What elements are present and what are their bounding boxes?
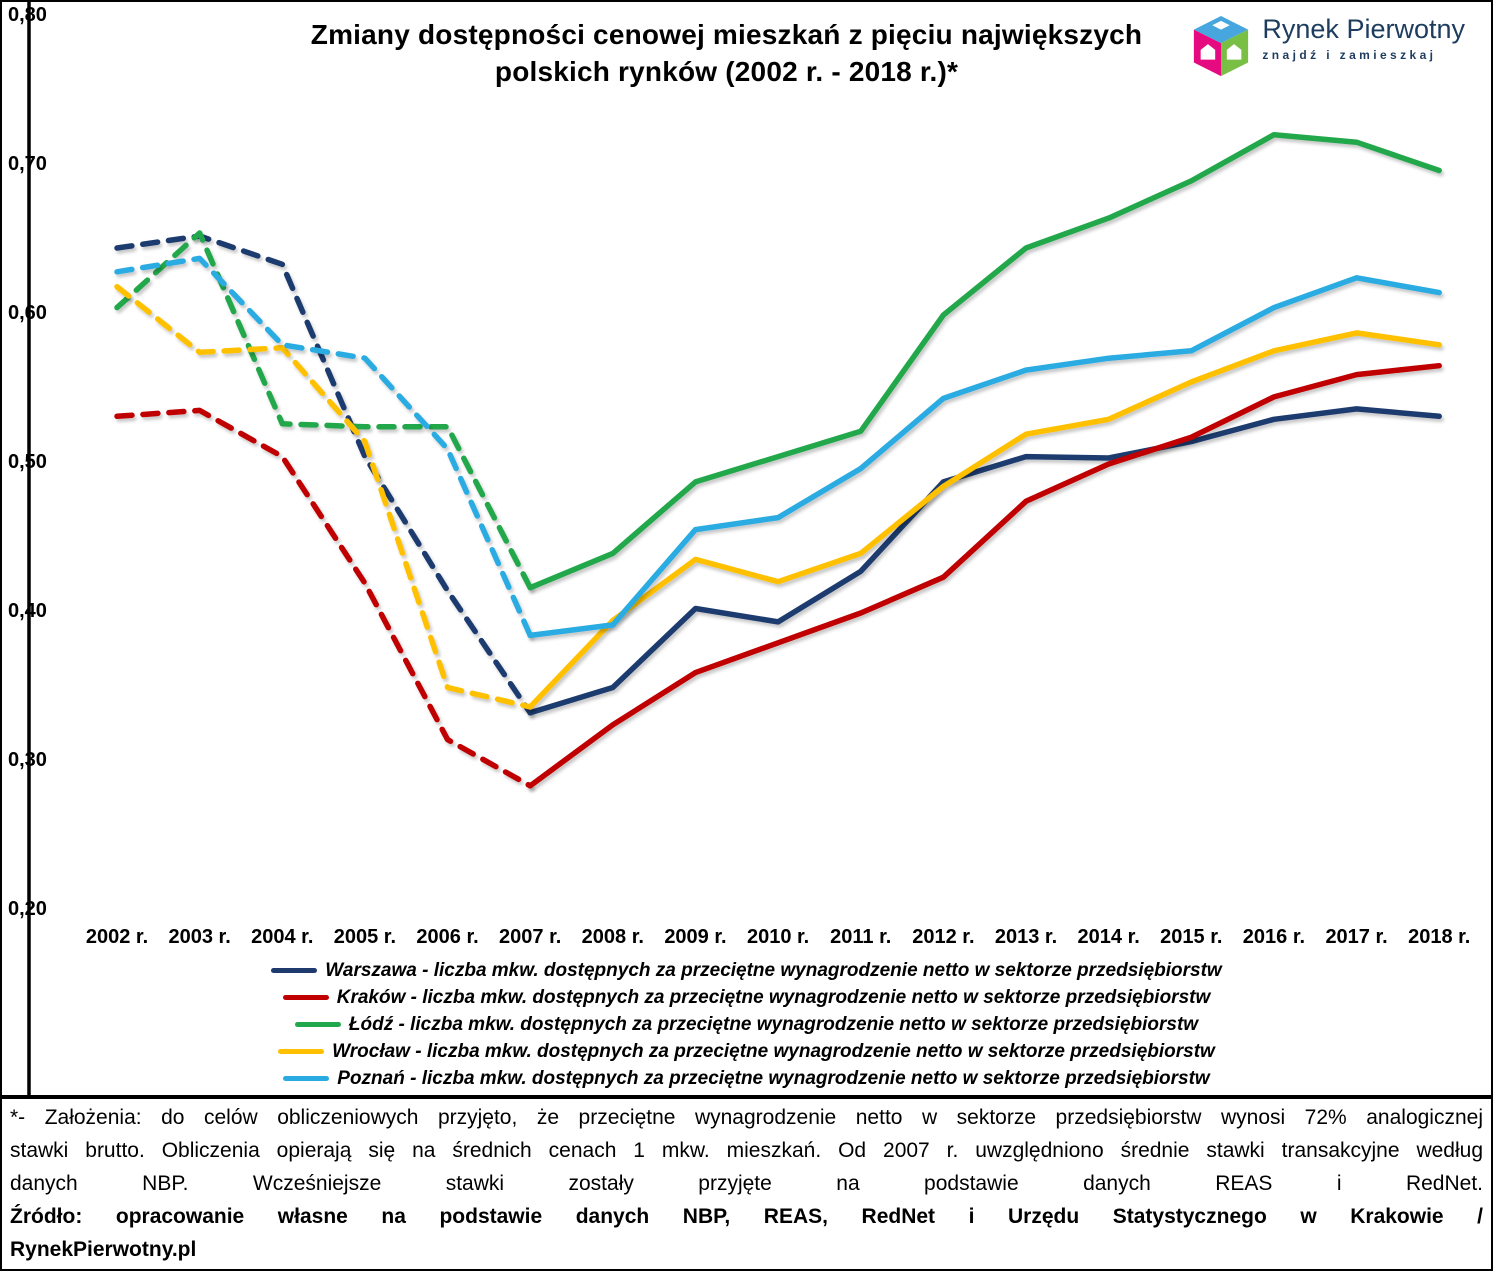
x-axis-label: 2017 r.: [1325, 926, 1388, 948]
legend-label: Wrocław - liczba mkw. dostępnych za prze…: [332, 1040, 1215, 1062]
x-axis-label: 2003 r.: [168, 926, 231, 948]
logo-cube-icon: [1194, 16, 1249, 77]
x-axis-label: 2004 r.: [251, 926, 314, 948]
chart-title: Zmiany dostępności cenowej mieszkań z pi…: [2, 16, 1451, 90]
x-axis-label: 2005 r.: [333, 926, 397, 948]
y-axis-label: 0,40: [8, 600, 47, 622]
series-line-poznan-dashed: [114, 255, 533, 639]
y-axis-label: 0,30: [8, 749, 47, 771]
logo-tagline: znajdź i zamieszkaj: [1262, 48, 1437, 62]
series-group: [114, 131, 1442, 789]
legend-item: Poznań - liczba mkw. dostępnych za przec…: [2, 1065, 1491, 1092]
legend-swatch: [278, 1049, 325, 1054]
legend-swatch: [294, 1022, 341, 1027]
legend-label: Łódź - liczba mkw. dostępnych za przecię…: [348, 1013, 1199, 1035]
legend-label: Warszawa - liczba mkw. dostępnych za prz…: [325, 959, 1222, 981]
legend-label: Kraków - liczba mkw. dostępnych za przec…: [336, 986, 1211, 1008]
legend-item: Łódź - liczba mkw. dostępnych za przecię…: [2, 1011, 1491, 1038]
series-line-odz-dashed: [114, 230, 533, 591]
x-axis-label: 2016 r.: [1242, 926, 1306, 948]
x-axis-label: 2010 r.: [746, 926, 810, 948]
y-axis-label: 0,80: [8, 3, 47, 26]
footnote-line-3: danych NBP. Wcześniejsze stawki zostały …: [10, 1172, 1483, 1195]
series-line-odz-solid: [527, 131, 1442, 591]
series-line-krakow-dashed: [114, 407, 533, 789]
x-axis-label: 2011 r.: [830, 926, 892, 948]
chart-legend: Warszawa - liczba mkw. dostępnych za prz…: [2, 957, 1491, 1092]
legend-swatch: [271, 968, 318, 973]
series-line-wrocaw-dashed: [114, 283, 533, 710]
x-axis-label: 2009 r.: [664, 926, 727, 948]
chart-title-line2: polskich rynków (2002 r. - 2018 r.)*: [494, 56, 959, 87]
series-line-poznan-solid: [527, 275, 1442, 639]
logo-name: Rynek Pierwotny: [1262, 14, 1465, 44]
logo-text: Rynek Pierwotny znajdź i zamieszkaj: [1262, 14, 1465, 62]
y-axis-label: 0,20: [8, 898, 47, 920]
source-line-1: Źródło: opracowanie własne na podstawie …: [10, 1205, 1483, 1228]
y-axis-label: 0,70: [8, 153, 47, 175]
series-line-krakow-solid: [527, 362, 1442, 789]
separator-line: [2, 1095, 1491, 1099]
footnote: *- Założenia: do celów obliczeniowych pr…: [10, 1101, 1483, 1266]
source-line-2: RynekPierwotny.pl: [10, 1238, 197, 1261]
x-axis-label: 2014 r.: [1077, 926, 1140, 948]
x-axis-label: 2013 r.: [994, 926, 1058, 948]
series-line-wrocaw-solid: [527, 330, 1442, 710]
legend-item: Warszawa - liczba mkw. dostępnych za prz…: [2, 957, 1491, 984]
x-axis-label: 2015 r.: [1160, 926, 1223, 948]
x-axis-label: 2012 r.: [912, 926, 975, 948]
legend-swatch: [282, 995, 329, 1000]
series-line-warszawa-dashed: [114, 233, 533, 716]
series-line-warszawa-solid: [527, 406, 1442, 716]
footnote-line-2: stawki brutto. Obliczenia opierają się n…: [10, 1139, 1483, 1162]
x-axis-label: 2007 r.: [499, 926, 562, 948]
footnote-line-1: *- Założenia: do celów obliczeniowych pr…: [10, 1106, 1483, 1129]
x-axis-label: 2006 r.: [416, 926, 479, 948]
brand-logo: Rynek Pierwotny znajdź i zamieszkaj: [1190, 14, 1465, 80]
legend-item: Wrocław - liczba mkw. dostępnych za prze…: [2, 1038, 1491, 1065]
line-chart: [27, 2, 1442, 1095]
y-axis-label: 0,50: [8, 451, 47, 473]
chart-title-line1: Zmiany dostępności cenowej mieszkań z pi…: [310, 19, 1143, 50]
legend-swatch: [283, 1076, 330, 1081]
y-axis-label: 0,60: [8, 302, 47, 324]
x-axis-label: 2008 r.: [581, 926, 644, 948]
x-axis-label: 2018 r.: [1408, 926, 1471, 948]
legend-label: Poznań - liczba mkw. dostępnych za przec…: [337, 1067, 1210, 1089]
legend-item: Kraków - liczba mkw. dostępnych za przec…: [2, 984, 1491, 1011]
x-axis-label: 2002 r.: [85, 926, 149, 948]
